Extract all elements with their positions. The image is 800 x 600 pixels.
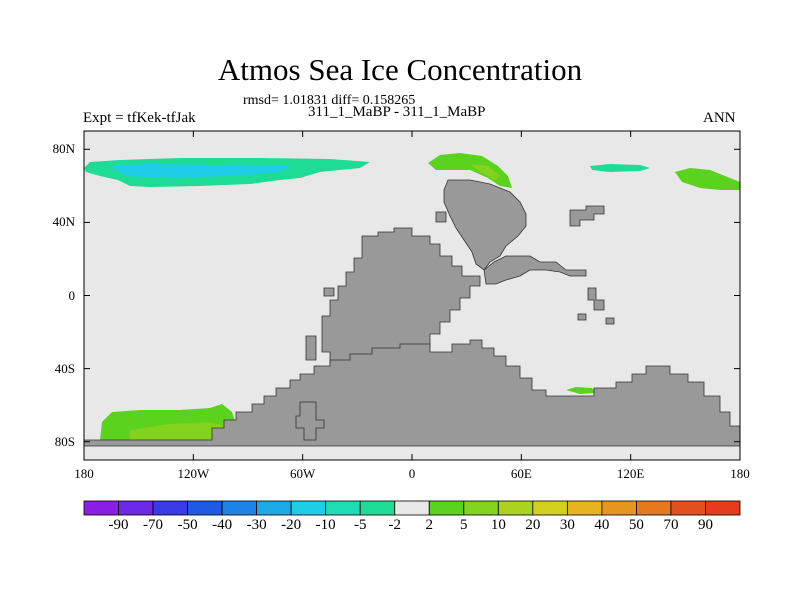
land-layer — [83, 179, 741, 447]
colorbar-swatch — [359, 500, 396, 516]
anomaly-barents — [428, 153, 512, 188]
colorbar-swatch — [705, 500, 741, 516]
land-southeast-asia-2 — [577, 313, 587, 321]
colorbar-label: -70 — [143, 517, 164, 533]
anomaly-arctic-west-core — [110, 164, 290, 178]
lat-tick-label: 80S — [54, 433, 75, 449]
colorbar-label: 5 — [460, 517, 468, 533]
land-central-america — [305, 335, 317, 361]
colorbar-swatch — [394, 500, 430, 516]
colorbar-label: 40 — [594, 517, 610, 533]
lon-tick-label: 120E — [616, 466, 645, 481]
colorbar-label: 70 — [663, 517, 679, 533]
colorbar-swatch — [256, 500, 292, 516]
colorbar-swatch — [636, 500, 672, 516]
colorbar-label: -2 — [388, 517, 401, 533]
colorbar-swatch — [532, 500, 568, 516]
lon-tick-label: 0 — [408, 466, 416, 481]
colorbar-swatch — [601, 500, 637, 516]
lon-tick-label: 180 — [730, 466, 750, 481]
colorbar-swatch — [83, 500, 119, 516]
chart-subtitle: rmsd= 1.01831 diff= 0.158265 — [243, 93, 416, 108]
colorbar — [83, 500, 741, 516]
land-caribbean — [323, 287, 335, 297]
land-southeast-asia-3 — [605, 317, 615, 325]
lon-tick-label: 180 — [74, 466, 94, 481]
anomaly-east-siberian — [675, 168, 740, 190]
season-label: ANN — [703, 110, 736, 126]
land-iceland — [435, 211, 447, 223]
colorbar-label: -90 — [108, 517, 129, 533]
case-label: 311_1_MaBP - 311_1_MaBP — [308, 104, 486, 120]
colorbar-label: 2 — [425, 517, 434, 533]
colorbar-label: -20 — [281, 517, 302, 533]
colorbar-swatch — [670, 500, 706, 516]
colorbar-swatch — [428, 500, 465, 516]
anomaly-arctic-east — [590, 164, 650, 172]
anomaly-barents-core — [470, 164, 500, 180]
colorbar-label: -40 — [212, 517, 233, 533]
colorbar-label: -30 — [246, 517, 267, 533]
anomaly-southern-pacific-core — [130, 422, 230, 440]
colorbar-swatch — [290, 500, 327, 516]
chart-title: Atmos Sea Ice Concentration — [217, 52, 583, 87]
lat-tick-label: 80N — [52, 141, 75, 157]
colorbar-label: -5 — [353, 517, 367, 533]
colorbar-label: 20 — [525, 517, 541, 533]
lon-tick-label: 60E — [510, 466, 532, 481]
land-greenland — [443, 179, 527, 271]
land-weddell-coast — [295, 401, 325, 441]
lat-tick-label: 40S — [54, 360, 75, 376]
lon-tick-label: 120W — [177, 466, 210, 481]
anomaly-indian-ocean — [566, 387, 596, 394]
colorbar-swatch — [566, 500, 603, 516]
lon-tick-label: 60W — [290, 466, 316, 481]
lat-tick-label: 0 — [68, 287, 76, 303]
colorbar-label: 30 — [559, 517, 575, 533]
colorbar-swatch — [187, 500, 223, 516]
land-southeast-asia-1 — [587, 287, 605, 311]
colorbar-swatch — [221, 500, 258, 516]
colorbar-swatch — [497, 500, 534, 516]
land-antarctica-southern — [83, 339, 741, 447]
colorbar-swatch — [325, 500, 361, 516]
experiment-label: Expt = tfKek-tfJak — [83, 110, 196, 126]
axis-ticks — [83, 131, 741, 460]
colorbar-swatch — [152, 500, 188, 516]
colorbar-label: 50 — [628, 517, 644, 533]
colorbar-label: -10 — [315, 517, 336, 533]
colorbar-label: -50 — [177, 517, 198, 533]
colorbar-swatch — [463, 500, 499, 516]
colorbar-label: 90 — [697, 517, 713, 533]
colorbar-label: 10 — [490, 517, 506, 533]
land-eurasia — [483, 255, 587, 285]
lat-tick-label: 40N — [52, 214, 75, 230]
colorbar-swatch — [118, 500, 154, 516]
land-east-asia — [569, 205, 605, 227]
